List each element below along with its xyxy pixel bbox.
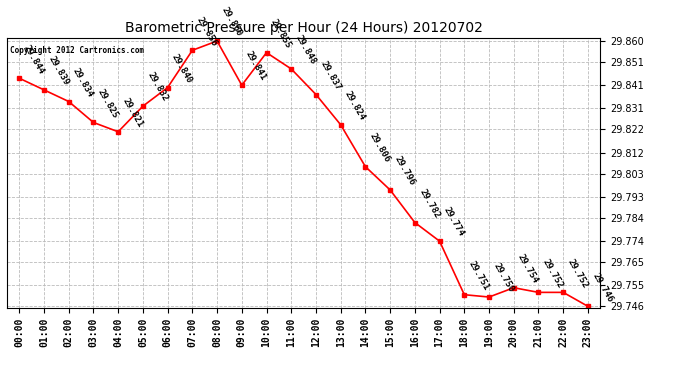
Text: Copyright 2012 Cartronics.com: Copyright 2012 Cartronics.com xyxy=(10,46,144,55)
Text: 29.837: 29.837 xyxy=(318,59,342,92)
Text: 29.821: 29.821 xyxy=(121,96,144,129)
Text: 29.834: 29.834 xyxy=(71,66,95,99)
Text: 29.844: 29.844 xyxy=(22,43,46,75)
Text: 29.824: 29.824 xyxy=(343,90,367,122)
Text: 29.839: 29.839 xyxy=(46,55,70,87)
Text: 29.806: 29.806 xyxy=(368,132,392,164)
Text: 29.746: 29.746 xyxy=(591,271,614,303)
Text: 29.860: 29.860 xyxy=(219,6,244,38)
Title: Barometric Pressure per Hour (24 Hours) 20120702: Barometric Pressure per Hour (24 Hours) … xyxy=(125,21,482,35)
Text: 29.752: 29.752 xyxy=(566,257,589,290)
Text: 29.752: 29.752 xyxy=(541,257,565,290)
Text: 29.855: 29.855 xyxy=(269,17,293,50)
Text: 29.750: 29.750 xyxy=(491,262,515,294)
Text: 29.754: 29.754 xyxy=(516,252,540,285)
Text: 29.848: 29.848 xyxy=(294,34,317,66)
Text: 29.840: 29.840 xyxy=(170,53,194,85)
Text: 29.782: 29.782 xyxy=(417,188,441,220)
Text: 29.796: 29.796 xyxy=(393,155,417,187)
Text: 29.774: 29.774 xyxy=(442,206,466,238)
Text: 29.825: 29.825 xyxy=(96,87,120,120)
Text: 29.856: 29.856 xyxy=(195,15,219,48)
Text: 29.832: 29.832 xyxy=(146,71,169,104)
Text: 29.751: 29.751 xyxy=(466,260,491,292)
Text: 29.841: 29.841 xyxy=(244,50,268,82)
